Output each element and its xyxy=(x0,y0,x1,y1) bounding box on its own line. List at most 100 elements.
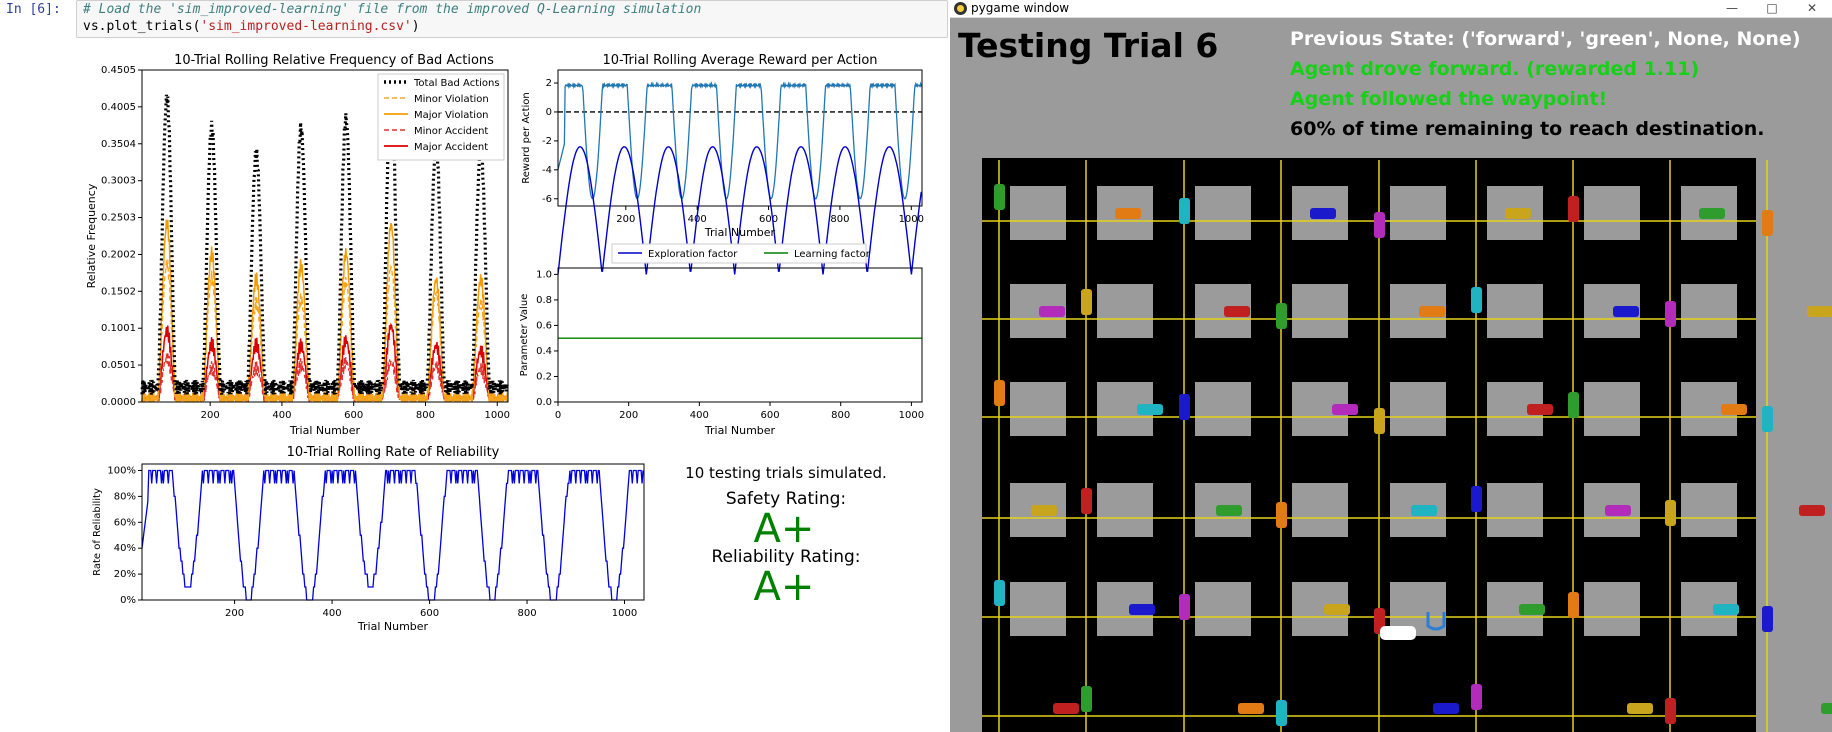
car xyxy=(1031,505,1057,516)
car xyxy=(1324,604,1350,615)
y-tick-label: 0.2503 xyxy=(101,213,136,224)
city-block xyxy=(1390,382,1446,436)
x-tick-label: 1000 xyxy=(485,410,510,421)
y-tick-label: -4 xyxy=(542,165,552,176)
y-tick-label: 0.2002 xyxy=(101,249,136,260)
car xyxy=(1721,404,1747,415)
reward-chart: 10-Trial Rolling Average Reward per Acti… xyxy=(521,53,924,239)
city-block xyxy=(1584,186,1640,240)
x-tick-label: 1000 xyxy=(899,214,924,225)
car xyxy=(1605,505,1631,516)
x-tick-label: 0 xyxy=(555,410,561,421)
reward-title: 10-Trial Rolling Average Reward per Acti… xyxy=(602,53,877,68)
params-xlabel: Trial Number xyxy=(704,424,776,437)
y-tick-label: 0.4 xyxy=(536,346,552,357)
x-tick-label: 200 xyxy=(225,608,244,619)
car xyxy=(1276,502,1287,528)
cell-prompt: In [6]: xyxy=(6,2,61,17)
bad-actions-chart: 10-Trial Rolling Relative Frequency of B… xyxy=(85,53,510,437)
series-line xyxy=(140,81,509,395)
x-tick-label: 400 xyxy=(690,410,709,421)
car xyxy=(1310,208,1336,219)
y-tick-label: 0.3504 xyxy=(101,139,136,150)
params-ylabel: Parameter Value xyxy=(519,294,530,377)
y-tick-label: 0.6 xyxy=(536,320,552,331)
x-tick-label: 400 xyxy=(323,608,342,619)
y-tick-label: 80% xyxy=(114,491,136,502)
minimize-button[interactable]: — xyxy=(1726,1,1738,15)
y-tick-label: 60% xyxy=(114,517,136,528)
x-tick-label: 600 xyxy=(759,214,778,225)
city-block xyxy=(1292,483,1348,537)
y-tick-label: 1.0 xyxy=(536,269,552,280)
city-block xyxy=(1487,483,1543,537)
pygame-icon xyxy=(954,2,967,15)
x-tick-label: 1000 xyxy=(899,410,924,421)
reliability-ylabel: Rate of Reliability xyxy=(92,488,103,576)
car xyxy=(1224,306,1250,317)
x-tick-label: 800 xyxy=(416,410,435,421)
x-tick-label: 600 xyxy=(420,608,439,619)
exploration-series-line xyxy=(557,146,922,275)
x-tick-label: 200 xyxy=(616,214,635,225)
code-call-arg: 'sim_improved-learning.csv' xyxy=(200,19,412,34)
waypoint-status: Agent followed the waypoint! xyxy=(1290,88,1608,110)
car xyxy=(1762,606,1773,632)
y-tick-label: 0.4005 xyxy=(101,102,136,113)
y-tick-label: 0.1502 xyxy=(101,286,136,297)
charts-figure: 10-Trial Rolling Relative Frequency of B… xyxy=(85,53,924,633)
car xyxy=(1762,210,1773,236)
legend-label: Exploration factor xyxy=(648,249,738,260)
reliability-series-line xyxy=(141,469,644,601)
car xyxy=(1519,604,1545,615)
city-block xyxy=(1010,582,1066,636)
x-tick-label: 600 xyxy=(344,410,363,421)
window-titlebar: pygame window — □ ✕ xyxy=(950,0,1832,18)
city-block xyxy=(1584,382,1640,436)
game-canvas xyxy=(950,18,1832,732)
car xyxy=(1129,604,1155,615)
car xyxy=(1505,208,1531,219)
car xyxy=(1179,198,1190,224)
code-call-prefix: vs.plot_trials( xyxy=(83,19,201,34)
reliability-xlabel: Trial Number xyxy=(357,620,429,633)
legend-label: Learning factor xyxy=(794,249,871,260)
x-tick-label: 200 xyxy=(619,410,638,421)
city-block xyxy=(1681,483,1737,537)
bad-actions-legend: Total Bad Actions Minor Violation Major Vi… xyxy=(377,73,505,161)
city-block xyxy=(1010,382,1066,436)
legend-label: Major Accident xyxy=(414,142,488,153)
notebook-pane: In [6]: # Load the 'sim_improved-learnin… xyxy=(6,0,948,633)
car xyxy=(1039,306,1065,317)
code-cell[interactable]: # Load the 'sim_improved-learning' file … xyxy=(76,0,948,38)
y-tick-label: 0.2 xyxy=(536,371,552,382)
reward-ylabel: Reward per Action xyxy=(521,92,532,184)
car xyxy=(1137,404,1163,415)
close-button[interactable]: ✕ xyxy=(1806,1,1818,15)
car xyxy=(1665,500,1676,526)
legend-label: Major Violation xyxy=(414,110,489,121)
car xyxy=(1627,703,1653,714)
city-block xyxy=(1681,284,1737,338)
y-tick-label: -6 xyxy=(542,194,552,205)
bad-actions-ylabel: Relative Frequency xyxy=(85,183,98,288)
reliability-chart: 10-Trial Rolling Rate of Reliability 0% 2… xyxy=(92,445,645,633)
reliability-grade: A+ xyxy=(754,564,815,610)
city-block xyxy=(1097,483,1153,537)
y-tick-label: 0% xyxy=(120,595,136,606)
car xyxy=(994,580,1005,606)
y-tick-label: 0.0000 xyxy=(101,397,136,408)
city-block xyxy=(1487,284,1543,338)
car xyxy=(1471,287,1482,313)
car xyxy=(1821,703,1832,714)
x-tick-label: 800 xyxy=(830,214,849,225)
y-tick-label: 0 xyxy=(546,107,552,118)
maximize-button[interactable]: □ xyxy=(1766,1,1778,15)
car xyxy=(994,184,1005,210)
car xyxy=(1411,505,1437,516)
params-chart: 0.0 0.2 0.4 0.6 0.8 1.0 0 200 400 600 800 1000 Para… xyxy=(519,146,924,437)
car xyxy=(1081,488,1092,514)
y-tick-label: 0.1001 xyxy=(101,323,136,334)
bad-actions-title: 10-Trial Rolling Relative Frequency of B… xyxy=(174,53,494,68)
car xyxy=(1238,703,1264,714)
